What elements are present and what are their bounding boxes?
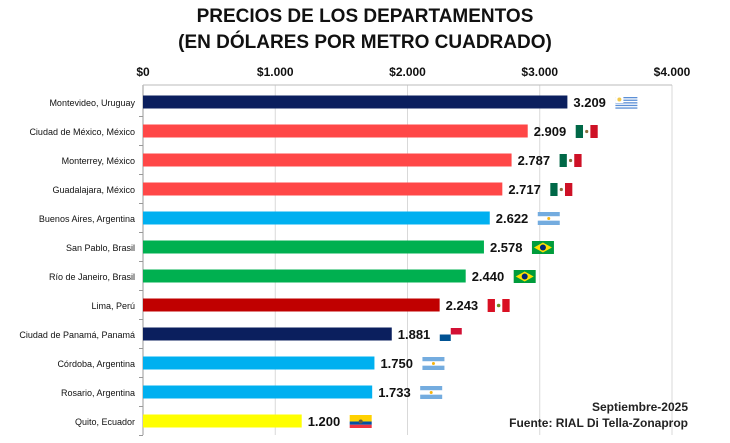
bar: [143, 298, 440, 312]
flag-icon: [550, 183, 573, 196]
flag-icon: [537, 212, 560, 225]
data-label: 1.881: [398, 327, 431, 342]
data-label: 2.243: [446, 298, 479, 313]
flag-icon: [487, 299, 510, 312]
category-label: Lima, Perú: [91, 301, 135, 311]
flag-part: [564, 183, 573, 196]
category-label: Rosario, Argentina: [61, 388, 135, 398]
data-label: 2.909: [534, 124, 567, 139]
bar: [143, 356, 375, 370]
flag-part: [617, 97, 622, 102]
data-label: 2.717: [508, 182, 541, 197]
category-label: Guadalajara, México: [52, 185, 135, 195]
category-label: San Pablo, Brasil: [66, 243, 135, 253]
flag-part: [496, 303, 501, 308]
category-label: Montevideo, Uruguay: [49, 98, 135, 108]
bar: [143, 240, 484, 254]
bar: [143, 182, 503, 196]
bar: [143, 124, 528, 138]
flag-part: [439, 334, 451, 341]
flag-part: [502, 299, 510, 312]
flag-part: [422, 357, 445, 362]
data-label: 2.440: [472, 269, 505, 284]
data-label: 1.733: [378, 385, 411, 400]
flag-part: [615, 102, 638, 104]
category-label: Ciudad de Panamá, Panamá: [19, 330, 135, 340]
bar: [143, 95, 568, 109]
bar: [143, 153, 512, 167]
flag-part: [615, 99, 638, 101]
flag-part: [615, 104, 638, 107]
data-label: 2.787: [518, 153, 551, 168]
x-tick-label: $1.000: [257, 65, 294, 79]
flag-part: [429, 391, 433, 394]
flag-part: [590, 125, 598, 138]
x-tick-label: $2.000: [389, 65, 426, 79]
flag-part: [420, 386, 443, 391]
category-label: Córdoba, Argentina: [57, 359, 135, 369]
flag-part: [550, 183, 558, 196]
flag-part: [422, 365, 445, 370]
flag-part: [450, 328, 462, 335]
flag-part: [521, 273, 528, 280]
category-label: Río de Janeiro, Brasil: [49, 272, 135, 282]
data-label: 2.578: [490, 240, 523, 255]
bar: [143, 269, 466, 283]
flag-part: [537, 220, 560, 225]
flag-part: [559, 154, 567, 167]
chart-title-line1: PRECIOS DE LOS DEPARTAMENTOS: [196, 6, 534, 27]
category-label: Buenos Aires, Argentina: [39, 214, 135, 224]
category-label: Monterrey, México: [62, 156, 135, 166]
flag-part: [615, 107, 638, 109]
flag-icon: [422, 357, 445, 370]
bar: [143, 327, 392, 341]
data-label: 2.622: [496, 211, 529, 226]
flag-part: [585, 129, 589, 134]
flag-part: [487, 299, 495, 312]
flag-part: [349, 415, 372, 422]
category-label: Ciudad de México, México: [29, 127, 135, 137]
bar: [143, 385, 373, 399]
flag-icon: [559, 154, 582, 167]
flag-part: [537, 212, 560, 217]
flag-icon: [513, 270, 536, 283]
x-tick-label: $4.000: [654, 65, 691, 79]
flag-icon: [575, 125, 598, 138]
flag-icon: [531, 241, 554, 254]
bar: [143, 414, 302, 428]
chart-title-line2: (EN DÓLARES POR METRO CUADRADO): [178, 32, 552, 53]
bar: [143, 211, 490, 225]
category-label: Quito, Ecuador: [75, 417, 135, 427]
flag-part: [615, 97, 638, 99]
source-note: Fuente: RIAL Di Tella-Zonaprop: [509, 416, 688, 430]
flag-part: [574, 154, 582, 167]
flag-icon: [420, 386, 443, 399]
data-label: 3.209: [573, 95, 606, 110]
flag-part: [575, 125, 584, 138]
data-label: 1.200: [308, 414, 341, 429]
flag-part: [420, 394, 443, 399]
x-tick-label: $0: [136, 65, 150, 79]
flag-icon: [439, 328, 462, 341]
flag-icon: [349, 415, 372, 428]
flag-part: [559, 187, 563, 192]
data-label: 1.750: [380, 356, 413, 371]
flag-part: [349, 424, 372, 428]
flag-part: [547, 217, 551, 220]
x-tick-label: $3.000: [521, 65, 558, 79]
flag-icon: [615, 96, 638, 109]
flag-part: [539, 244, 546, 251]
flag-part: [568, 158, 573, 163]
flag-part: [358, 419, 363, 424]
flag-part: [431, 362, 435, 365]
date-note: Septiembre-2025: [591, 400, 688, 414]
